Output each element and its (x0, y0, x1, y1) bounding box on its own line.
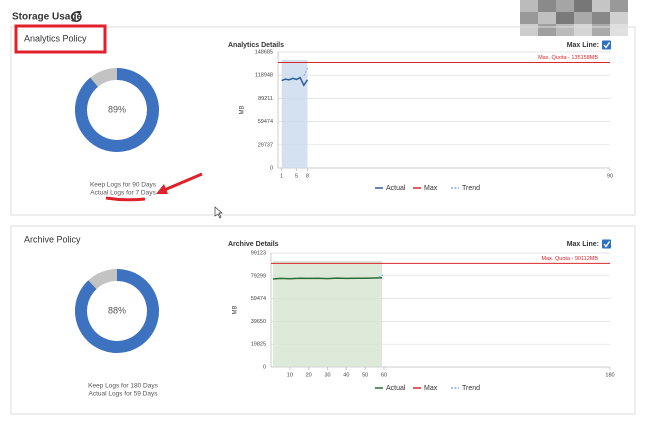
actual-line (272, 277, 383, 280)
donut-label: 88% (108, 305, 126, 315)
x-tick-label: 20 (306, 372, 312, 378)
annotation-box (14, 24, 107, 54)
y-tick-label: 0 (263, 364, 266, 370)
legend-label: Trend (462, 385, 480, 392)
legend-label: Max (424, 385, 438, 392)
trend-line (303, 67, 308, 77)
max-quota-label: Max. Quota - 135158MB (538, 55, 598, 61)
x-tick-label: 90 (607, 173, 613, 179)
y-tick-label: 79299 (251, 273, 266, 279)
x-tick-label: 1 (280, 173, 283, 179)
y-tick-label: 39650 (251, 319, 266, 325)
x-tick-label: 50 (362, 372, 368, 378)
donut-arc (75, 68, 159, 152)
x-tick-label: 10 (287, 372, 293, 378)
panel-border (10, 26, 636, 216)
x-tick-label: 40 (343, 372, 349, 378)
max-line-checkbox[interactable] (602, 40, 611, 50)
donut-label: 89% (108, 104, 126, 114)
page-title: Storage Usage (12, 12, 82, 23)
x-tick-label: 5 (295, 173, 298, 179)
y-tick-label: 19825 (251, 342, 266, 348)
y-tick-label: 99123 (251, 250, 266, 256)
mouse-cursor (214, 206, 223, 219)
y-tick-label: 89211 (258, 96, 273, 102)
x-tick-label: 8 (306, 173, 309, 179)
donut-arc (75, 269, 159, 353)
panel-title: Archive Policy (24, 234, 81, 244)
legend-label: Max (424, 185, 438, 192)
max-quota-label: Max. Quota - 90112MB (542, 256, 599, 262)
checkmark (603, 241, 611, 248)
max-line-label: Max Line: (567, 241, 599, 248)
legend-label: Actual (386, 185, 406, 192)
max-line-checkbox[interactable] (602, 239, 611, 249)
actual-text: Actual Logs for 59 Days (88, 391, 158, 398)
x-tick-label: 60 (381, 372, 387, 378)
y-axis-label: MB (233, 306, 239, 315)
refresh-icon[interactable] (71, 11, 82, 23)
x-tick-label: 180 (605, 372, 614, 378)
max-line-label: Max Line: (567, 42, 599, 49)
panel-title: Analytics Policy (24, 33, 87, 43)
y-tick-label: 59474 (251, 296, 266, 302)
y-tick-label: 59474 (258, 119, 273, 125)
legend-label: Actual (386, 385, 406, 392)
usage-area (281, 60, 308, 168)
checkmark (603, 42, 611, 49)
y-tick-label: 148685 (255, 49, 273, 55)
trend-line (378, 273, 385, 278)
retention-text: Keep Logs for 180 Days (88, 383, 158, 390)
y-tick-label: 0 (270, 165, 273, 171)
legend-label: Trend (462, 185, 480, 192)
y-tick-label: 118948 (255, 73, 273, 79)
y-axis-label: MB (240, 106, 246, 115)
y-tick-label: 29737 (258, 142, 273, 148)
annotation-arrow (105, 172, 203, 202)
chart-title: Analytics Details (228, 42, 284, 49)
x-tick-label: 30 (324, 372, 330, 378)
retention-text: Keep Logs for 90 Days (90, 182, 157, 189)
panel-border (10, 225, 636, 415)
blurred-region (520, 0, 628, 36)
actual-line (281, 76, 309, 87)
usage-area (272, 261, 383, 367)
actual-text: Actual Logs for 7 Days (90, 190, 156, 197)
chart-title: Archive Details (228, 241, 279, 248)
